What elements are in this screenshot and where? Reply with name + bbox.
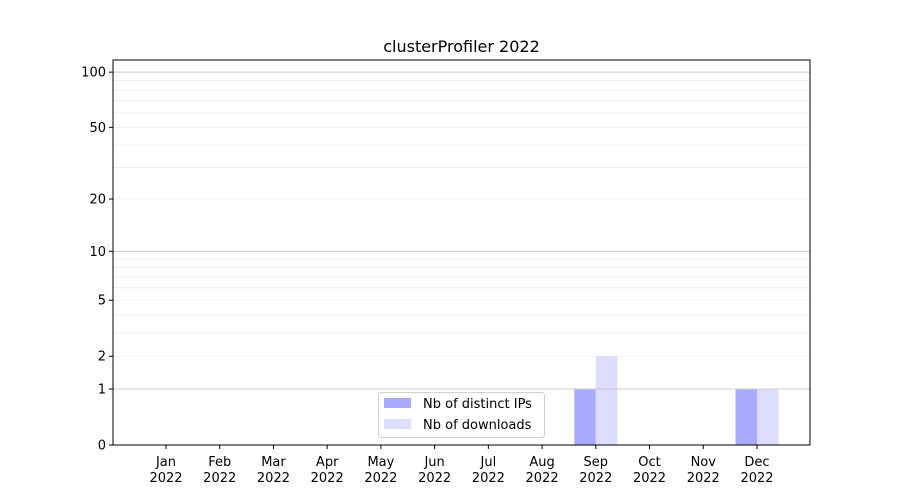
x-tick-label: Sep 2022 <box>579 455 612 486</box>
x-tick-label-line: Mar <box>261 455 286 470</box>
y-tick-label: 1 <box>98 383 106 398</box>
chart-title: clusterProfiler 2022 <box>383 37 540 56</box>
x-tick-label-line: Nov <box>691 455 717 470</box>
x-tick-label-line: 2022 <box>149 471 182 486</box>
x-tick-label-line: 2022 <box>311 471 344 486</box>
x-tick-label: Nov 2022 <box>687 455 720 486</box>
x-tick-label-line: 2022 <box>472 471 505 486</box>
legend: Nb of distinct IPs Nb of downloads <box>378 392 545 438</box>
x-tick-label: Jul 2022 <box>472 455 505 486</box>
x-tick-label-line: 2022 <box>364 471 397 486</box>
x-tick-label-line: 2022 <box>526 471 559 486</box>
x-tick-label-line: Oct <box>638 455 660 470</box>
y-tick-label: 100 <box>81 66 106 81</box>
x-tick-label-line: 2022 <box>687 471 720 486</box>
x-tick-label-line: Feb <box>208 455 231 470</box>
plot-frame <box>112 59 811 446</box>
x-tick-label: May 2022 <box>364 455 397 486</box>
bar-downloads <box>757 389 779 445</box>
x-tick-label: Oct 2022 <box>633 455 666 486</box>
legend-swatch <box>384 419 411 429</box>
legend-swatch <box>384 398 411 408</box>
x-tick-label: Jan 2022 <box>149 455 182 486</box>
x-tick-label-line: 2022 <box>418 471 451 486</box>
y-tick-label: 5 <box>98 294 106 309</box>
x-tick-label: Apr 2022 <box>311 455 344 486</box>
y-tick-label: 0 <box>98 439 106 454</box>
legend-label: Nb of downloads <box>423 418 532 433</box>
x-tick-label: Aug 2022 <box>526 455 559 486</box>
bar-downloads <box>595 356 618 445</box>
x-tick-label-line: 2022 <box>579 471 612 486</box>
x-tick-label-line: Apr <box>316 455 339 470</box>
x-tick-label-line: Sep <box>584 455 609 470</box>
x-tick-label-line: Dec <box>744 455 769 470</box>
x-tick-label-line: Jul <box>480 455 497 470</box>
legend-box <box>378 392 545 438</box>
y-tick-label: 10 <box>89 245 106 260</box>
x-tick-label: Jun 2022 <box>418 455 451 486</box>
x-tick-label-line: 2022 <box>740 471 773 486</box>
x-tick-label-line: May <box>367 455 394 470</box>
x-tick-label-line: Jan <box>155 455 176 470</box>
x-tick-label-line: Aug <box>529 455 554 470</box>
x-tick-label-line: Jun <box>423 455 444 470</box>
bar-ips <box>735 389 757 445</box>
y-tick-label: 2 <box>98 350 106 365</box>
x-tick-label: Mar 2022 <box>257 455 290 486</box>
bar-ips <box>574 389 596 445</box>
x-tick-label-line: 2022 <box>203 471 236 486</box>
x-tick-label-line: 2022 <box>633 471 666 486</box>
x-tick-label-line: 2022 <box>257 471 290 486</box>
x-tick-label: Dec 2022 <box>740 455 773 486</box>
legend-label: Nb of distinct IPs <box>423 397 532 412</box>
y-tick-label: 20 <box>89 193 106 208</box>
y-tick-label: 50 <box>89 121 106 136</box>
x-tick-label: Feb 2022 <box>203 455 236 486</box>
